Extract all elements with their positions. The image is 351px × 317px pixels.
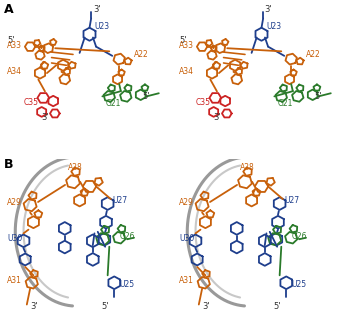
Text: U27: U27	[113, 196, 128, 205]
Text: A22: A22	[134, 50, 149, 59]
Text: G26: G26	[291, 232, 307, 241]
Text: A22: A22	[306, 50, 321, 59]
Text: 3': 3'	[30, 302, 38, 311]
Text: 3': 3'	[214, 113, 221, 122]
Text: A28: A28	[240, 163, 255, 171]
Text: A31: A31	[7, 276, 22, 285]
Text: U27: U27	[285, 196, 300, 205]
Text: 3': 3'	[202, 302, 210, 311]
Text: U25: U25	[119, 280, 134, 289]
Text: G26: G26	[119, 232, 135, 241]
Text: 5': 5'	[273, 302, 280, 311]
Text: U23: U23	[266, 22, 282, 31]
Text: 3': 3'	[265, 5, 272, 14]
Text: U23: U23	[94, 22, 110, 31]
Text: B: B	[4, 158, 13, 171]
Text: A: A	[4, 3, 13, 16]
Text: A34: A34	[7, 67, 22, 76]
Text: A28: A28	[68, 163, 83, 171]
Text: 3': 3'	[42, 113, 49, 122]
Text: 5': 5'	[101, 302, 108, 311]
Text: 5': 5'	[142, 92, 150, 101]
Text: 5': 5'	[179, 36, 186, 45]
Text: U30: U30	[179, 234, 194, 243]
Text: A33: A33	[7, 41, 22, 50]
Text: U30: U30	[7, 234, 22, 243]
Text: A31: A31	[179, 276, 194, 285]
Text: G21: G21	[106, 99, 121, 108]
Text: G21: G21	[278, 99, 293, 108]
Text: A33: A33	[179, 41, 194, 50]
Text: 5': 5'	[314, 92, 322, 101]
Text: U25: U25	[291, 280, 306, 289]
Text: A29: A29	[7, 198, 22, 207]
Text: C35: C35	[24, 98, 39, 107]
Text: C35: C35	[196, 98, 211, 107]
Text: 3': 3'	[93, 5, 100, 14]
Text: 5': 5'	[7, 36, 14, 45]
Text: A29: A29	[179, 198, 194, 207]
Text: A34: A34	[179, 67, 194, 76]
